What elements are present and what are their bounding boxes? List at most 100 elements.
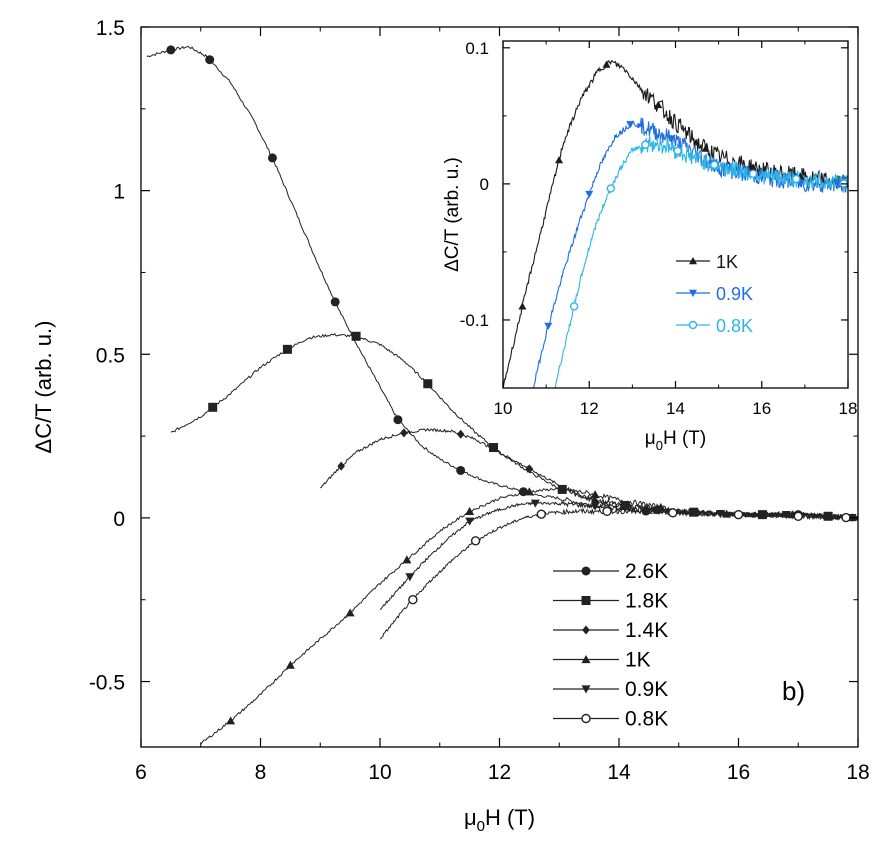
inset-marker-0.8K-2 (641, 140, 650, 149)
inset-y-axis-title: ΔC/T (arb. u.) (442, 157, 463, 272)
main-legend-marker (581, 713, 591, 724)
inset-marker-0.9K-3 (667, 135, 676, 143)
main-marker-1.8K-8 (757, 510, 767, 520)
main-x-tick-label: 8 (255, 761, 267, 784)
main-marker-0.8K-5 (733, 509, 744, 520)
inset-x-tick-label: 18 (839, 399, 858, 418)
main-x-tick-label: 16 (727, 761, 750, 784)
main-marker-0.8K-1 (470, 536, 481, 546)
inset-legend: 1K 0.9K 0.8K (676, 252, 753, 336)
main-marker-1K-1 (285, 660, 295, 669)
main-marker-1.8K-9 (823, 511, 833, 521)
inset-y-tick-label: -0.1 (460, 311, 489, 330)
panel-label: b) (782, 676, 805, 706)
main-marker-1.8K-3 (423, 379, 433, 389)
main-legend-marker (582, 625, 590, 635)
main-marker-1.8K-1 (282, 344, 292, 354)
main-marker-2.6K-7 (641, 506, 651, 516)
inset-x-tick-label: 14 (666, 399, 685, 418)
inset-legend-label: 0.9K (716, 284, 753, 304)
main-marker-0.8K-6 (793, 511, 803, 521)
y-axis-title: ΔC/T (arb. u.) (31, 321, 56, 454)
main-legend-label: 2.6K (625, 560, 668, 583)
inset-legend-label: 0.8K (716, 316, 753, 336)
inset-marker-0.8K-4 (710, 160, 719, 170)
main-marker-0.9K-0 (405, 573, 415, 582)
main-marker-0.8K-4 (668, 508, 678, 518)
main-marker-1K-5 (524, 487, 534, 496)
main-marker-1.8K-4 (489, 443, 499, 453)
inset-marker-0.9K-0 (544, 322, 553, 330)
main-x-tick-label: 18 (846, 761, 869, 784)
main-marker-1K-7 (656, 502, 666, 512)
main-marker-0.9K-3 (590, 502, 600, 511)
inset-legend-marker (689, 257, 697, 265)
main-marker-2.6K-2 (267, 153, 277, 163)
main-marker-2.6K-4 (393, 415, 403, 425)
inset-marker-0.8K-3 (673, 146, 682, 156)
main-marker-0.8K-7 (841, 512, 851, 523)
inset-marker-1K-4 (701, 144, 710, 152)
main-marker-1.4K-2 (456, 429, 465, 439)
main-legend-marker (581, 596, 591, 605)
main-y-tick-label: 1 (113, 181, 125, 204)
main-legend-marker (581, 566, 591, 576)
main-marker-0.9K-5 (716, 510, 726, 519)
main-marker-1.8K-5 (557, 484, 567, 494)
main-marker-0.9K-4 (650, 506, 660, 515)
main-y-tick-label: 0.5 (96, 344, 125, 367)
main-marker-1.4K-1 (400, 428, 408, 438)
main-marker-0.8K-0 (408, 595, 418, 605)
inset-marker-1K-5 (749, 163, 758, 171)
inset-marker-1K-1 (555, 156, 564, 164)
main-y-tick-label: -0.5 (89, 672, 125, 695)
inset-y-tick-label: 0 (480, 175, 489, 194)
main-markers (166, 45, 857, 725)
inset-x-tick-label: 12 (580, 399, 599, 418)
main-x-tick-label: 6 (135, 761, 147, 784)
inset-marker-1K-0 (518, 302, 527, 310)
main-marker-0.8K-3 (602, 506, 612, 517)
main-marker-1.8K-7 (689, 507, 699, 517)
inset-x-axis-title: μ0H (T) (645, 428, 706, 453)
main-series-line-1K (200, 485, 858, 745)
main-marker-0.9K-1 (465, 517, 475, 526)
main-marker-1K-3 (402, 555, 412, 564)
main-series-line-0.8K (379, 507, 858, 640)
inset-legend-marker (688, 320, 698, 330)
main-marker-1K-2 (345, 608, 355, 617)
main-legend-label: 1.8K (625, 590, 668, 613)
main-marker-1.8K-6 (620, 500, 630, 510)
main-legend: 2.6K 1.8K 1.4K 1K 0.9K 0.8K (553, 560, 668, 731)
main-marker-2.6K-0 (166, 45, 176, 55)
inset-marker-0.8K-6 (792, 174, 801, 184)
main-x-tick-label: 12 (488, 761, 511, 784)
main-axis-ticks: 6 8 10 12 14 16 18 -0.5 0 0.5 1 1.5 (89, 17, 870, 784)
main-marker-2.6K-5 (456, 465, 466, 475)
inset-marker-1K-3 (654, 100, 663, 109)
inset-y-tick-label: 0.1 (465, 39, 489, 58)
inset-background (503, 41, 848, 388)
main-plot: 6 8 10 12 14 16 18 -0.5 0 0.5 1 1.5 μ0H (T) ΔC/T (a… (31, 17, 870, 835)
main-marker-1K-8 (722, 509, 732, 518)
main-legend-label: 1.4K (625, 619, 668, 642)
inset-legend-marker (689, 289, 697, 297)
main-legend-label: 0.9K (625, 678, 668, 701)
inset-marker-0.8K-1 (606, 184, 616, 193)
inset-legend-label: 1K (716, 252, 738, 272)
main-marker-1K-0 (226, 716, 236, 725)
main-x-tick-label: 10 (368, 761, 391, 784)
inset-marker-0.8K-0 (569, 302, 579, 311)
inset-x-tick-label: 10 (494, 399, 513, 418)
main-marker-1.4K-3 (525, 464, 534, 474)
main-marker-0.9K-2 (530, 499, 540, 508)
inset-plot: 10 12 14 16 18 -0.1 0 0.1 μ0H (T) ΔC/T (arb. u.… (442, 39, 857, 453)
inset-x-tick-label: 16 (752, 399, 771, 418)
main-x-tick-label: 14 (607, 761, 631, 784)
main-marker-2.6K-1 (205, 55, 215, 65)
x-axis-title: μ0H (T) (464, 805, 535, 835)
main-y-tick-label: 1.5 (96, 17, 125, 40)
main-marker-2.6K-3 (330, 297, 340, 307)
inset-marker-1K-2 (602, 60, 611, 68)
